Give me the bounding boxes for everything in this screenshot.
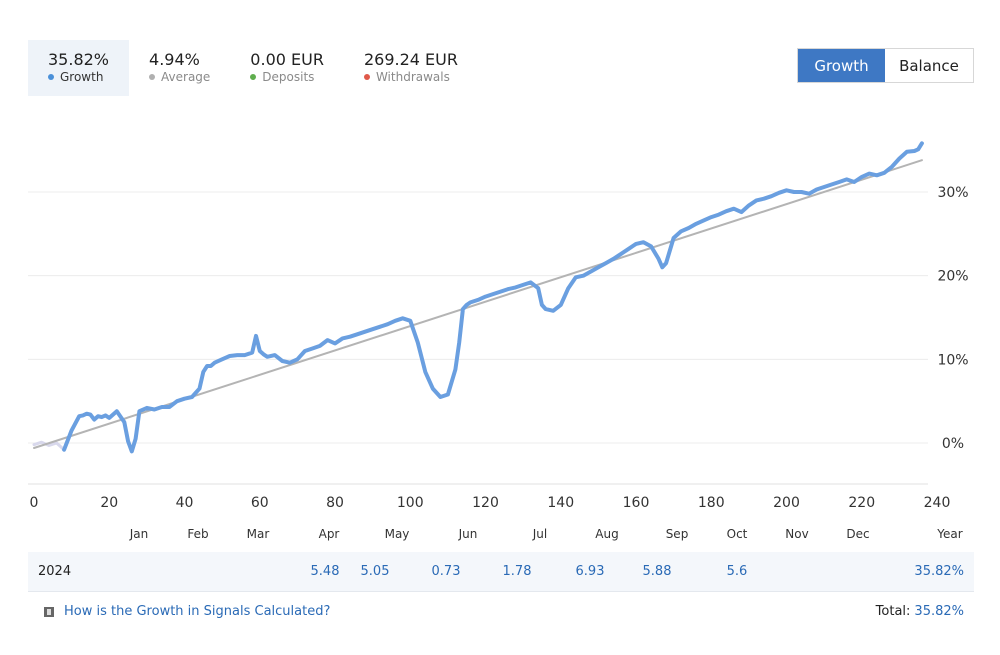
- x-tick-label: 160: [623, 495, 650, 511]
- month-label: Sep: [666, 527, 689, 541]
- stat-withdrawals-label: Withdrawals: [375, 70, 450, 84]
- stat-growth-label: Growth: [60, 70, 104, 84]
- stat-deposits-label: Deposits: [262, 70, 315, 84]
- x-tick-label: 100: [397, 495, 424, 511]
- year-total: 35.82%: [914, 564, 964, 579]
- x-tick-label: 20: [100, 495, 118, 511]
- chart-mode-toggle: Growth Balance: [797, 48, 974, 83]
- growth-chart: 0% 10% 20% 30% 0 20 40 60 80 100 120 140 160 180 200 22…: [28, 141, 969, 541]
- month-label: Jun: [458, 527, 478, 541]
- year-cell-oct: 5.6: [726, 564, 748, 579]
- month-label: Year: [936, 527, 962, 541]
- x-tick-label: 240: [924, 495, 951, 511]
- x-tick-label: 200: [773, 495, 800, 511]
- month-label: May: [385, 527, 410, 541]
- x-tick-label: 140: [547, 495, 574, 511]
- y-tick-label: 0%: [942, 436, 964, 452]
- x-tick-label: 40: [176, 495, 194, 511]
- withdrawals-dot-icon: [363, 74, 370, 80]
- y-tick-label: 30%: [937, 185, 968, 201]
- footer: How is the Growth in Signals Calculated?…: [44, 604, 964, 624]
- growth-toggle-button[interactable]: Growth: [798, 49, 885, 82]
- stat-average[interactable]: 4.94% Average: [129, 40, 230, 96]
- help-link-text: How is the Growth in Signals Calculated?: [64, 604, 331, 619]
- stat-withdrawals[interactable]: 269.24 EUR Withdrawals: [344, 40, 478, 96]
- x-tick-label: 220: [848, 495, 875, 511]
- average-dot-icon: [149, 74, 156, 80]
- year-cell-may: 5.05: [360, 564, 390, 579]
- y-tick-label: 10%: [937, 352, 968, 368]
- month-label: Feb: [187, 527, 208, 541]
- month-label: Jul: [532, 527, 547, 541]
- info-icon: [44, 606, 54, 617]
- year-cell-jul: 1.78: [502, 564, 532, 579]
- year-cell-apr: 5.48: [310, 564, 340, 579]
- month-label: Dec: [846, 527, 869, 541]
- footer-total-value: 35.82%: [914, 604, 964, 619]
- month-label: Jan: [129, 527, 149, 541]
- help-link[interactable]: How is the Growth in Signals Calculated?: [44, 604, 330, 619]
- month-label: Aug: [595, 527, 618, 541]
- year-cell-aug: 6.93: [575, 564, 605, 579]
- year-label: 2024: [38, 564, 72, 579]
- stat-deposits[interactable]: 0.00 EUR Deposits: [230, 40, 344, 96]
- x-tick-label: 0: [30, 495, 39, 511]
- stat-growth[interactable]: 35.82% Growth: [28, 40, 130, 96]
- stat-withdrawals-value: 269.24 EUR: [363, 50, 458, 69]
- month-label: Oct: [727, 527, 748, 541]
- x-tick-label: 180: [698, 495, 725, 511]
- y-tick-label: 20%: [937, 269, 968, 285]
- x-tick-label: 80: [326, 495, 344, 511]
- year-cell-sep: 5.88: [642, 564, 672, 579]
- stat-average-value: 4.94%: [149, 50, 200, 69]
- month-label: Nov: [785, 527, 808, 541]
- stat-average-label: Average: [161, 70, 211, 84]
- stat-deposits-value: 0.00 EUR: [250, 50, 324, 69]
- x-tick-label: 60: [251, 495, 269, 511]
- growth-line: [62, 141, 924, 454]
- balance-toggle-button[interactable]: Balance: [885, 49, 973, 82]
- year-row: 2024 35.82% 5.48 5.05 0.73 1.78 6.93 5.88 5.6: [28, 552, 974, 592]
- growth-dot-icon: [48, 74, 54, 80]
- month-label: Mar: [247, 527, 270, 541]
- year-cell-jun: 0.73: [431, 564, 461, 579]
- average-line: [33, 159, 923, 449]
- stat-growth-value: 35.82%: [48, 50, 110, 69]
- pre-start-line: [32, 440, 66, 452]
- stats-bar: 35.82% Growth 4.94% Average 0.00 EUR Dep…: [28, 40, 478, 96]
- footer-total: Total: 35.82%: [876, 604, 964, 619]
- deposits-dot-icon: [250, 74, 257, 80]
- month-label: Apr: [319, 527, 340, 541]
- footer-total-label: Total:: [875, 604, 911, 619]
- x-tick-label: 120: [472, 495, 499, 511]
